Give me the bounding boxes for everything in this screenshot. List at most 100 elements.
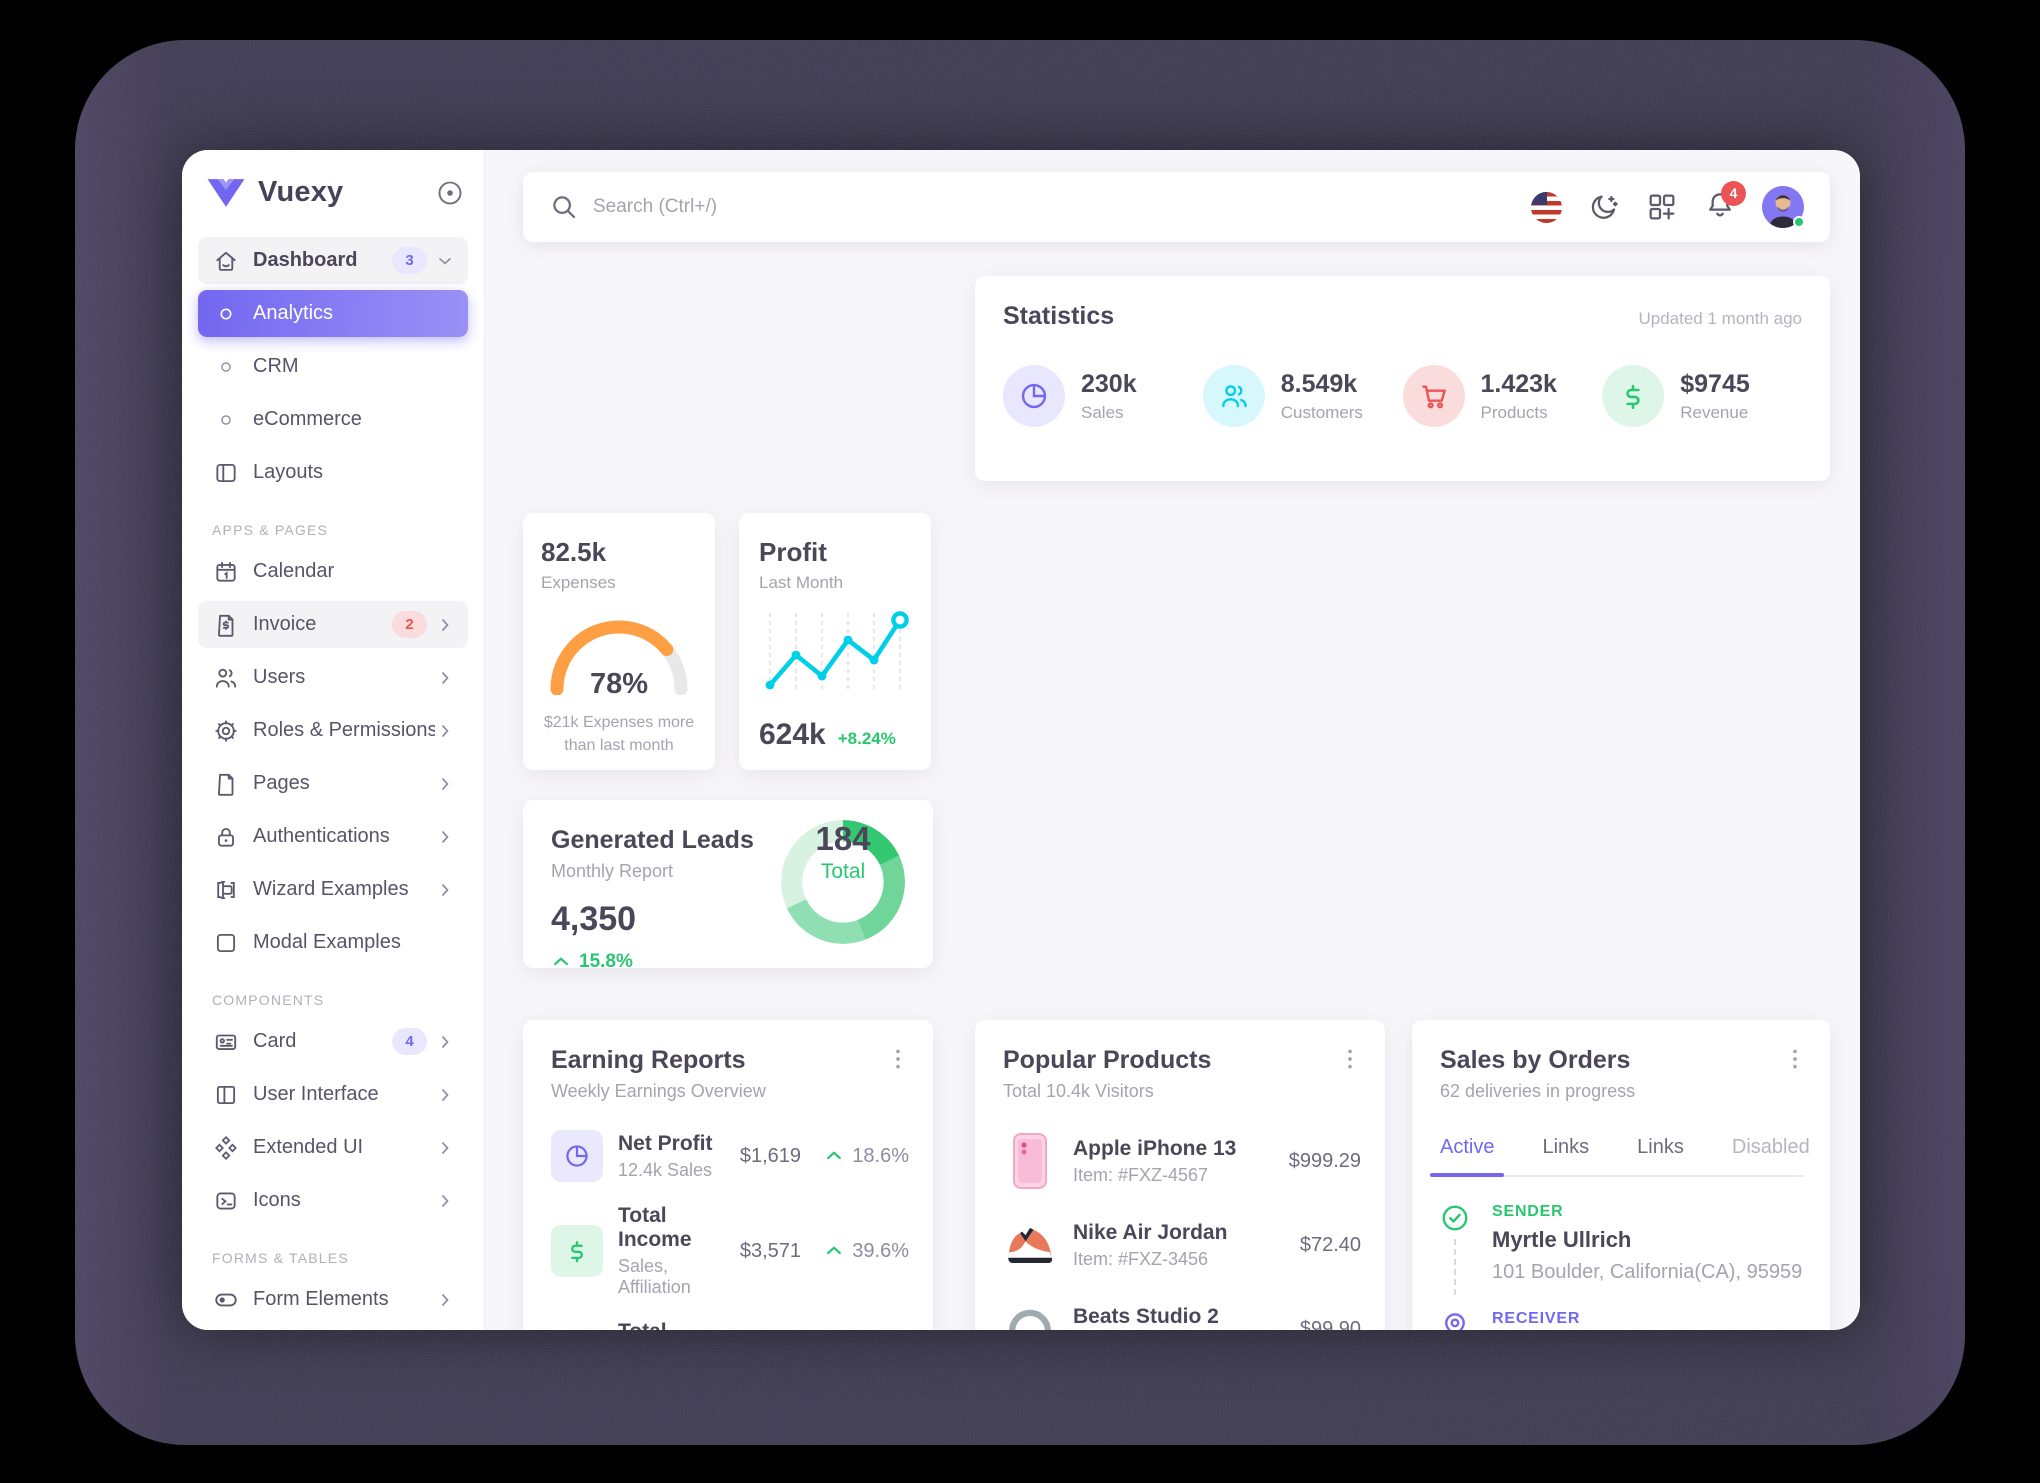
sidebar-item-pages[interactable]: Pages bbox=[198, 760, 468, 807]
more-options-icon[interactable] bbox=[1337, 1044, 1363, 1074]
sidebar-item-dashboard[interactable]: Dashboard 3 bbox=[198, 237, 468, 284]
invoice-badge: 2 bbox=[392, 611, 427, 638]
sidebar-item-crm[interactable]: CRM bbox=[198, 343, 468, 390]
search-input[interactable] bbox=[593, 196, 1193, 218]
sidebar-item-label: Users bbox=[253, 666, 306, 688]
sidebar-item-label: Pages bbox=[253, 772, 310, 794]
row-title: Total Expenses bbox=[618, 1320, 717, 1330]
earning-row-net-profit: Net Profit 12.4k Sales $1,619 18.6% bbox=[551, 1130, 909, 1182]
tab-links-1[interactable]: Links bbox=[1542, 1136, 1590, 1158]
sidebar-item-label: Layouts bbox=[253, 461, 324, 483]
profit-subtitle: Last Month bbox=[759, 573, 844, 592]
sidebar-item-label: Authentications bbox=[253, 825, 390, 847]
notifications-button[interactable]: 4 bbox=[1704, 180, 1746, 226]
circle-dot-icon bbox=[211, 405, 241, 435]
sidebar-item-form-elements[interactable]: Form Elements bbox=[198, 1276, 468, 1323]
sidebar-item-icons[interactable]: Icons bbox=[198, 1177, 468, 1224]
product-price: $99.90 bbox=[1299, 1317, 1361, 1331]
sidebar-item-user-interface[interactable]: User Interface bbox=[198, 1071, 468, 1118]
search-bar bbox=[549, 192, 1531, 222]
earning-reports-title: Earning Reports bbox=[551, 1046, 746, 1074]
sidebar-item-layouts[interactable]: Layouts bbox=[198, 449, 468, 496]
sidebar-item-extended-ui[interactable]: Extended UI bbox=[198, 1124, 468, 1171]
user-avatar[interactable] bbox=[1762, 186, 1805, 228]
search-icon bbox=[553, 196, 576, 219]
sidebar-item-label: Icons bbox=[253, 1189, 301, 1211]
sales-by-orders-subtitle: 62 deliveries in progress bbox=[1440, 1081, 1636, 1101]
product-row-iphone[interactable]: Apple iPhone 13 Item: #FXZ-4567 $999.29 bbox=[1003, 1132, 1361, 1190]
product-row-nike[interactable]: Nike Air Jordan Item: #FXZ-3456 $72.40 bbox=[1003, 1216, 1361, 1274]
popular-products-title: Popular Products bbox=[1003, 1046, 1212, 1074]
lock-icon bbox=[211, 822, 241, 852]
tab-disabled[interactable]: Disabled bbox=[1731, 1136, 1810, 1158]
expenses-caption: $21k Expenses more than last month bbox=[543, 714, 695, 755]
sender-address: 101 Boulder, California(CA), 95959 bbox=[1492, 1261, 1803, 1283]
dashboard-badge: 3 bbox=[392, 247, 427, 274]
sidebar-item-roles-permissions[interactable]: Roles & Permissions bbox=[198, 707, 468, 754]
trend-up-icon bbox=[554, 957, 568, 966]
expenses-card: 82.5k Expenses 78% $21k Expenses more th… bbox=[523, 513, 715, 770]
row-value: $1,619 bbox=[739, 1144, 801, 1167]
stat-value: 8.549k bbox=[1280, 369, 1358, 398]
tab-active[interactable]: Active bbox=[1429, 1136, 1506, 1177]
profit-card: Profit Last Month 624k +8.24% bbox=[739, 513, 931, 770]
wizard-icon bbox=[211, 875, 241, 905]
earning-reports-subtitle: Weekly Earnings Overview bbox=[551, 1081, 766, 1101]
sidebar-item-label: Modal Examples bbox=[253, 931, 401, 953]
stat-revenue: $9745 Revenue bbox=[1602, 365, 1802, 427]
product-price: $999.29 bbox=[1288, 1149, 1361, 1172]
more-options-icon[interactable] bbox=[885, 1044, 911, 1074]
sales-by-orders-title: Sales by Orders bbox=[1440, 1046, 1631, 1074]
leads-title: Generated Leads bbox=[551, 826, 754, 854]
sidebar-item-label: Analytics bbox=[253, 302, 334, 324]
expenses-value: 82.5k bbox=[541, 537, 607, 567]
circle-dot-icon bbox=[211, 299, 241, 329]
tab-links-2[interactable]: Links bbox=[1637, 1136, 1684, 1158]
earning-row-total-income: Total Income Sales, Affiliation $3,571 3… bbox=[551, 1204, 909, 1298]
sidebar-item-modal-examples[interactable]: Modal Examples bbox=[198, 919, 468, 966]
product-name: Beats Studio 2 bbox=[1073, 1304, 1219, 1328]
expenses-label: Expenses bbox=[541, 573, 616, 592]
stat-value: $9745 bbox=[1680, 369, 1750, 398]
chevron-right-icon bbox=[442, 830, 449, 843]
profit-title: Profit bbox=[759, 537, 827, 567]
row-delta: 39.6% bbox=[852, 1239, 909, 1262]
chevron-right-icon bbox=[442, 618, 449, 631]
brand-name: Vuexy bbox=[258, 176, 344, 208]
row-title: Total Income bbox=[618, 1204, 692, 1251]
product-item-code: Item: #FXZ-4567 bbox=[1073, 1164, 1209, 1185]
stat-customers: 8.549k Customers bbox=[1202, 365, 1403, 427]
sidebar-item-wizard-examples[interactable]: Wizard Examples bbox=[198, 866, 468, 913]
leads-delta: 15.8% bbox=[551, 951, 754, 973]
expenses-gauge: 78% bbox=[543, 611, 695, 700]
file-icon bbox=[211, 769, 241, 799]
sidebar-item-ecommerce[interactable]: eCommerce bbox=[198, 396, 468, 443]
sidebar-item-invoice[interactable]: Invoice 2 bbox=[198, 601, 468, 648]
shortcuts-grid-icon[interactable] bbox=[1646, 191, 1678, 223]
gear-icon bbox=[211, 716, 241, 746]
leads-subtitle: Monthly Report bbox=[551, 861, 674, 881]
language-flag-icon[interactable] bbox=[1531, 191, 1562, 223]
more-options-icon[interactable] bbox=[1782, 1044, 1808, 1074]
home-icon bbox=[211, 246, 241, 276]
dark-mode-moon-icon[interactable] bbox=[1588, 191, 1620, 223]
sidebar-item-users[interactable]: Users bbox=[198, 654, 468, 701]
sidebar-item-card[interactable]: Card 4 bbox=[198, 1018, 468, 1065]
card-icon bbox=[211, 1027, 241, 1057]
popular-products-card: Popular Products Total 10.4k Visitors Ap… bbox=[975, 1020, 1385, 1330]
sidebar-collapse-icon[interactable] bbox=[436, 179, 464, 207]
stat-sales: 230k Sales bbox=[1003, 365, 1203, 427]
sidebar-item-analytics[interactable]: Analytics bbox=[198, 290, 468, 337]
dollar-icon bbox=[551, 1225, 603, 1277]
statistics-title: Statistics bbox=[1003, 302, 1115, 330]
sidebar-item-label: Form Elements bbox=[253, 1288, 389, 1310]
product-row-beats[interactable]: Beats Studio 2 Item: #FXZ-9485 $99.90 bbox=[1003, 1300, 1361, 1330]
sidebar-item-calendar[interactable]: Calendar bbox=[198, 548, 468, 595]
map-pin-icon bbox=[1445, 1313, 1465, 1330]
sidebar-item-label: Roles & Permissions bbox=[253, 719, 435, 741]
sidebar-item-authentications[interactable]: Authentications bbox=[198, 813, 468, 860]
layout-icon bbox=[211, 458, 241, 488]
sidebar-item-form-layouts[interactable]: Form Layouts bbox=[198, 1329, 468, 1330]
popular-products-subtitle: Total 10.4k Visitors bbox=[1003, 1081, 1154, 1101]
check-circle-icon bbox=[1442, 1205, 1468, 1231]
